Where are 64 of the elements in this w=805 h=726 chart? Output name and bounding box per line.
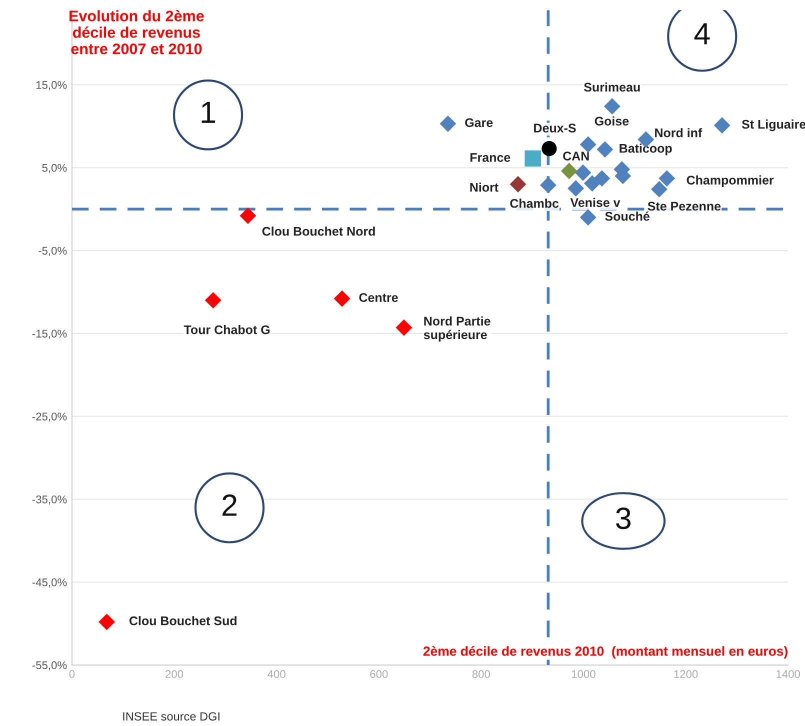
- x-tick-label: 600: [370, 670, 388, 678]
- data-label: Surimeau: [584, 82, 640, 92]
- point: [240, 208, 256, 224]
- data-label: Baticoop: [620, 144, 672, 156]
- point: [540, 176, 556, 194]
- x-tick-label: 0: [69, 670, 75, 678]
- point: [98, 614, 115, 630]
- point: [334, 290, 350, 307]
- point: [568, 180, 584, 197]
- y-tick-label: -15,0%: [32, 330, 67, 339]
- data-label: Tour Chabot G: [184, 325, 270, 334]
- point: [510, 176, 526, 192]
- data-label: Champommier: [686, 175, 774, 188]
- data-label: Deux-S: [534, 124, 576, 133]
- y-tick-label: -35,0%: [32, 496, 67, 505]
- point: [440, 116, 456, 132]
- y-tick-label: -25,0%: [32, 412, 67, 422]
- y-tick-label: -45,0%: [32, 578, 67, 588]
- point: [584, 175, 600, 192]
- point: [594, 170, 610, 187]
- data-label: Goise: [594, 116, 629, 126]
- y-tick-label: 15,0%: [36, 81, 67, 90]
- y-tick-label: -5,0%: [38, 246, 67, 256]
- point: [524, 150, 541, 167]
- data-label: Chambc: [510, 198, 559, 208]
- x-axis-title: 2ème décile de revenus 2010 (montant mensuel en euros): [423, 646, 788, 658]
- annotation: 2: [222, 494, 236, 516]
- point: [604, 98, 620, 115]
- x-tick-label: 400: [268, 670, 286, 678]
- point: [580, 209, 596, 226]
- y-tick-label: -55,0%: [32, 661, 67, 670]
- data-label: Ste Pezenne: [648, 202, 721, 211]
- annotation: 4: [694, 23, 710, 44]
- data-label: Souché: [605, 211, 650, 221]
- data-label: France: [470, 153, 510, 162]
- data-label: Clou Bouchet Sud: [129, 616, 236, 626]
- point: [714, 117, 730, 134]
- data-label: Niort: [470, 182, 498, 192]
- point: [204, 292, 222, 309]
- y-tick-label: 5,0%: [42, 164, 67, 174]
- data-label: CAN: [563, 152, 589, 160]
- point: [658, 170, 676, 187]
- x-tick-label: 800: [472, 670, 490, 678]
- y-axis-title: Evolution du 2ème décile de revenus entre 2007 et 2010: [70, 10, 204, 54]
- data-label: Venise v: [570, 198, 620, 208]
- point: [542, 141, 557, 156]
- x-tick-label: 1000: [572, 670, 596, 678]
- point: [650, 180, 668, 198]
- point: [560, 162, 578, 180]
- point: [574, 164, 592, 181]
- data-label: Centre: [359, 293, 398, 302]
- annotation: 1: [202, 102, 216, 123]
- point: [396, 319, 412, 336]
- x-tick-label: 200: [166, 670, 184, 678]
- data-label: Gare: [465, 118, 493, 128]
- point: [580, 136, 596, 153]
- data-label: Clou Bouchet Nord: [262, 226, 375, 236]
- x-tick-label: 1200: [674, 670, 698, 678]
- point: [596, 141, 614, 158]
- data-label: Nord inf: [655, 128, 702, 138]
- x-tick-label: 1400: [776, 670, 800, 678]
- data-label: Nord Partie supérieure: [424, 316, 490, 342]
- text: INSEE source DGI: [123, 712, 220, 721]
- annotation: 3: [616, 508, 631, 530]
